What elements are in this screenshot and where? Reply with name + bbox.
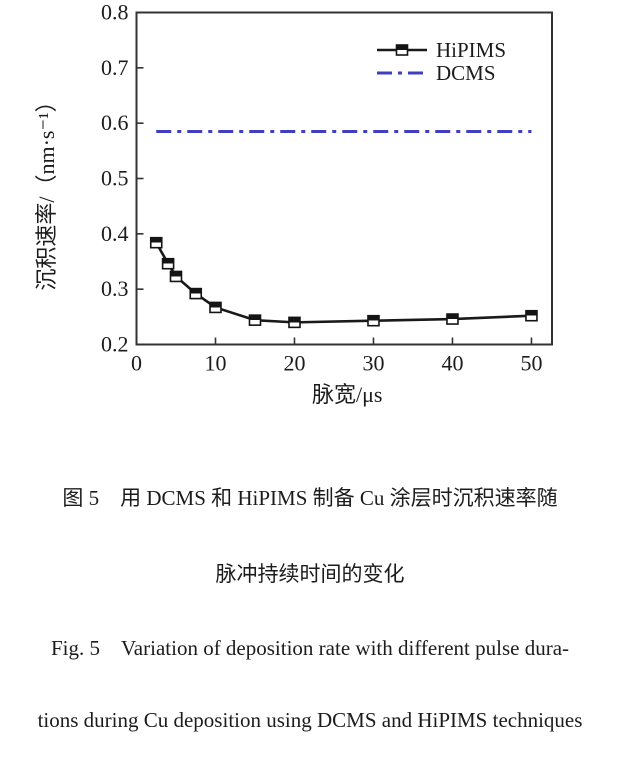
- legend-dcms-label: DCMS: [436, 61, 496, 85]
- y-tick-label: 0.4: [101, 221, 129, 246]
- hipims-marker: [169, 270, 183, 283]
- y-axis-title: 沉积速率/（nm·s⁻¹）: [34, 90, 59, 290]
- x-tick-label: 10: [204, 351, 226, 376]
- caption-en-line2: tions during Cu deposition using DCMS an…: [37, 708, 583, 732]
- figure-caption: 图 5 用 DCMS 和 HiPIMS 制备 Cu 涂层时沉积速率随 脉冲持续时…: [0, 442, 620, 774]
- hipims-marker: [189, 287, 203, 300]
- hipims-marker: [367, 314, 380, 327]
- legend-hipims-marker-sample: [395, 44, 409, 56]
- y-tick-label: 0.7: [101, 55, 129, 80]
- y-tick-label: 0.3: [101, 276, 129, 301]
- x-tick-label: 50: [520, 351, 542, 376]
- y-tick-label: 0.2: [101, 332, 129, 357]
- caption-zh-line1: 图 5 用 DCMS 和 HiPIMS 制备 Cu 涂层时沉积速率随: [62, 486, 558, 510]
- x-tick-label: 40: [441, 351, 463, 376]
- figure-5: 0 10 20 30 40 50 0.2 0.3 0.4 0.5 0.6 0.7 0.8 脉宽/μs 沉积速…: [34, 0, 582, 732]
- x-axis-title: 脉宽/μs: [312, 382, 382, 407]
- y-tick-label: 0.6: [101, 110, 129, 135]
- hipims-marker: [248, 314, 262, 326]
- hipims-marker: [209, 301, 222, 314]
- hipims-line: [155, 242, 532, 324]
- caption-en-line1: Fig. 5 Variation of deposition rate with…: [50, 636, 570, 660]
- x-tick-label: 0: [131, 351, 142, 376]
- legend-hipims-label: HiPIMS: [436, 38, 506, 62]
- x-tick-label: 30: [362, 351, 384, 376]
- caption-zh-line2: 脉冲持续时间的变化: [215, 562, 405, 586]
- hipims-marker: [149, 236, 163, 249]
- y-tick-label: 0.8: [101, 0, 129, 25]
- hipims-marker: [161, 257, 175, 270]
- hipims-marker: [525, 309, 538, 322]
- hipims-marker: [288, 316, 301, 329]
- x-tick-label: 20: [283, 351, 305, 376]
- y-tick-label: 0.5: [101, 166, 129, 191]
- deposition-rate-chart: 0 10 20 30 40 50 0.2 0.3 0.4 0.5 0.6 0.7 0.8 脉宽/μs 沉积速…: [34, 0, 553, 407]
- hipims-marker: [446, 313, 459, 325]
